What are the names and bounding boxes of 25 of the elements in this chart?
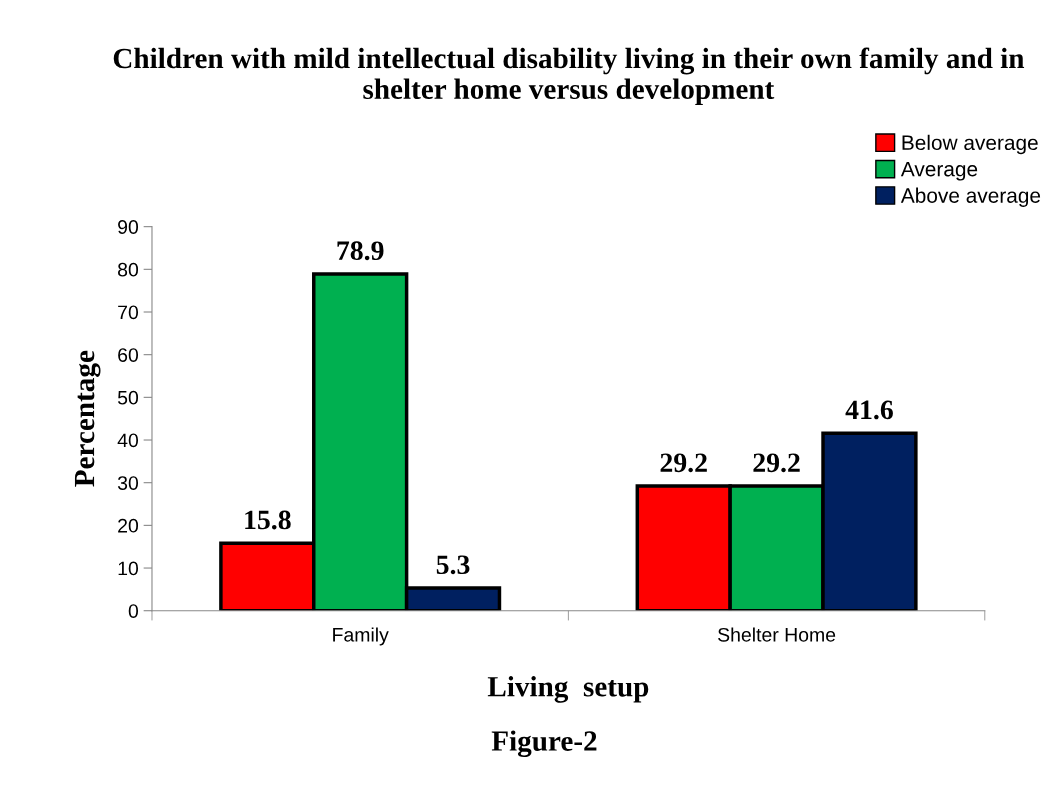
y-tick-label: 50 <box>117 390 139 405</box>
data-label: 29.2 <box>660 453 707 473</box>
y-tick-label: 90 <box>118 220 139 234</box>
data-label: 29.2 <box>753 453 800 473</box>
text: Figure-2 <box>491 730 597 758</box>
legend-label: Average <box>900 161 978 181</box>
legend-label: Below average <box>902 134 1038 155</box>
x-tick-label: Shelter Home <box>718 627 836 642</box>
x-axis-title: Living setup <box>487 676 649 703</box>
y-tick-label: 40 <box>117 433 139 448</box>
data-label: 41.6 <box>845 400 893 420</box>
chart-title: Children with mild intellectual disability living in their own family and in shelter home versus development <box>113 47 1025 105</box>
data-label: 78.9 <box>337 241 384 261</box>
data-label: 15.8 <box>245 510 291 530</box>
y-tick-label: 30 <box>117 476 139 490</box>
y-tick-label: 0 <box>128 604 139 618</box>
y-tick-label: 60 <box>118 348 139 362</box>
y-tick-label: 80 <box>118 262 139 277</box>
y-axis-title: Percentage <box>74 350 101 487</box>
y-tick-label: 10 <box>118 561 139 576</box>
y-tick-label: 70 <box>118 305 139 320</box>
y-tick-label: 20 <box>118 518 139 533</box>
x-tick-label: Family <box>333 627 389 646</box>
data-label: 5.3 <box>436 555 470 575</box>
legend-label: Above average <box>900 187 1041 207</box>
